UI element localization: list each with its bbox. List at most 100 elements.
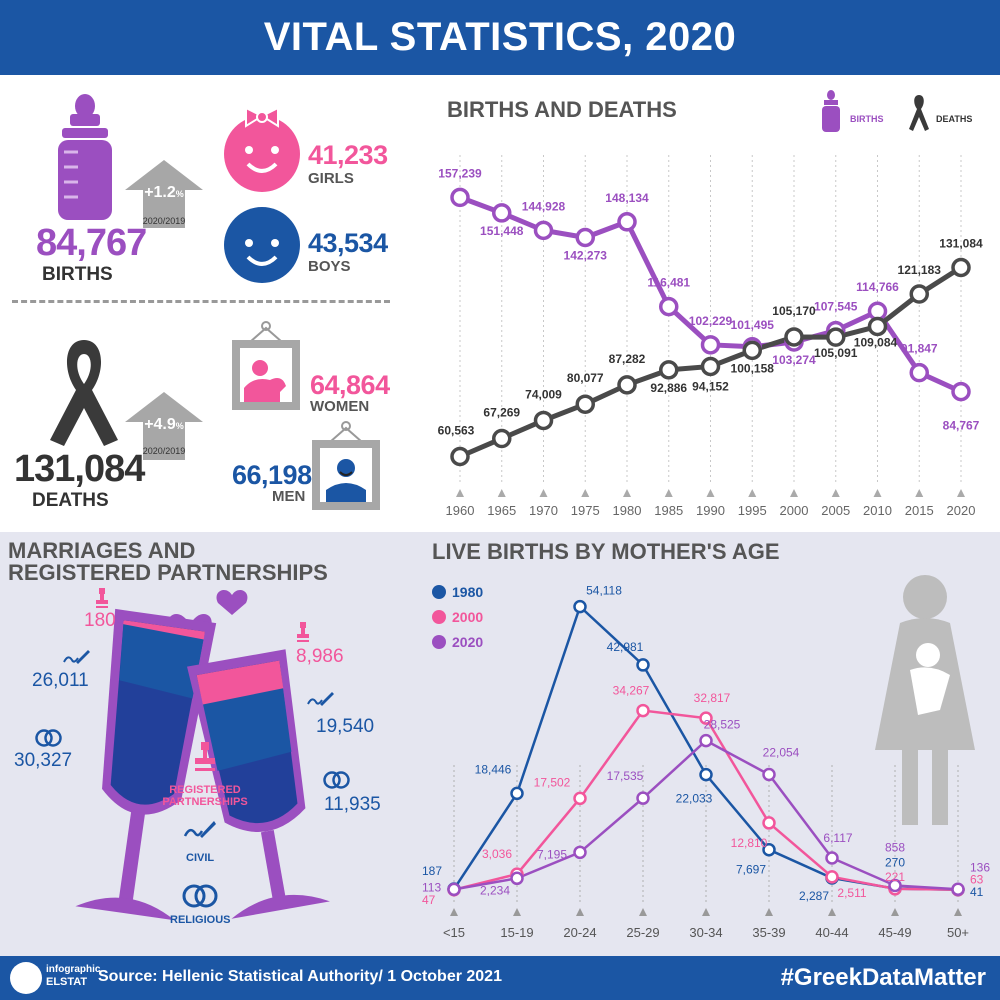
births-label: BIRTHS — [42, 264, 113, 285]
x-tick-label: 1975 — [571, 503, 600, 518]
data-label-1980: 2,287 — [799, 889, 829, 903]
data-label-2020: 113 — [422, 880, 441, 894]
data-label-2000: 2,511 — [837, 886, 866, 900]
births-data-label: 91,847 — [901, 342, 938, 356]
rings-icon-2 — [323, 771, 350, 789]
x-tick-label: 40-44 — [815, 925, 848, 940]
rings-icon — [35, 729, 62, 747]
tick-marker — [513, 908, 521, 916]
data-label-2000: 34,267 — [613, 684, 650, 698]
up-arrow-icon-2 — [125, 392, 203, 460]
girl-face-icon — [224, 108, 300, 192]
legend-bottle-icon — [822, 90, 840, 132]
deaths-change-unit: % — [175, 421, 184, 431]
legend-deaths: DEATHS — [909, 95, 972, 131]
tick-marker — [497, 489, 506, 497]
data-label-2000: 221 — [885, 870, 905, 884]
tick-marker — [450, 908, 458, 916]
data-point-1980 — [636, 658, 650, 672]
data-label-1980: 42,981 — [607, 640, 644, 654]
registered-2020: 8,986 — [296, 646, 344, 667]
births-change-period: 2020/2019 — [142, 216, 186, 226]
deaths-data-label: 109,084 — [854, 335, 898, 349]
legend-label-2000: 2000 — [452, 609, 483, 625]
data-point-2020 — [636, 791, 650, 805]
data-label-2000: 17,502 — [534, 775, 571, 789]
tick-marker — [831, 489, 840, 497]
religious-2010: 30,327 — [14, 750, 73, 771]
data-label-2020: 2,234 — [480, 883, 510, 897]
tick-marker — [576, 908, 584, 916]
data-point-deaths — [533, 410, 554, 431]
chart1-title: BIRTHS AND DEATHS — [447, 97, 677, 122]
data-point-births — [659, 296, 679, 317]
x-tick-label: <15 — [443, 925, 465, 940]
data-label-1980: 22,033 — [676, 792, 713, 806]
x-tick-label: 20-24 — [563, 925, 596, 940]
data-point-deaths — [867, 316, 888, 337]
x-tick-label: 1990 — [696, 503, 725, 518]
deaths-data-label: 60,563 — [438, 423, 475, 437]
baby-bottle-icon — [58, 94, 112, 220]
marriages-title-line1: MARRIAGES AND — [8, 538, 196, 563]
deaths-data-label: 100,158 — [731, 361, 775, 375]
x-tick-label: 1985 — [654, 503, 683, 518]
data-point-deaths — [784, 327, 804, 347]
data-label-1980: 41 — [970, 885, 984, 899]
data-label-1980: 7,697 — [736, 863, 766, 877]
deaths-data-label: 74,009 — [525, 387, 562, 401]
civil-2010: 26,011 — [32, 670, 89, 691]
legend-dot-2000 — [432, 610, 446, 624]
x-tick-label: 30-34 — [689, 925, 722, 940]
data-label-1980: 18,446 — [475, 762, 512, 776]
rings-legend-icon — [182, 884, 218, 908]
births-total: 84,767 — [36, 222, 147, 264]
boys-value: 43,534 — [308, 228, 388, 258]
girls-label: GIRLS — [308, 170, 354, 187]
data-point-2000 — [636, 703, 650, 718]
logo-line2: ELSTAT — [46, 976, 88, 988]
legend-registered: REGISTERED PARTNERSHIPS — [150, 784, 260, 808]
heart-icon-2 — [216, 589, 248, 615]
data-point-1980 — [573, 599, 587, 614]
page-title: VITAL STATISTICS, 2020 — [0, 0, 1000, 75]
data-label-2020: 22,054 — [763, 746, 800, 760]
data-point-deaths — [742, 340, 762, 361]
legend-religious: RELIGIOUS — [170, 914, 231, 926]
pen-icon-2 — [307, 692, 334, 706]
deaths-data-label: 121,183 — [898, 263, 942, 277]
data-label-2020: 858 — [885, 841, 905, 855]
x-tick-label: 35-39 — [752, 925, 785, 940]
deaths-data-label: 92,886 — [650, 381, 687, 395]
tick-marker — [702, 908, 710, 916]
logo-line1: infographic — [46, 964, 101, 975]
legend-births-label: BIRTHS — [850, 114, 884, 124]
deaths-change-period: 2020/2019 — [142, 446, 186, 456]
data-point-births — [450, 187, 470, 208]
data-point-2000 — [825, 870, 839, 884]
data-label-2000: 63 — [970, 873, 984, 887]
births-data-label: 148,134 — [605, 191, 649, 205]
data-point-2020 — [510, 871, 524, 886]
glass-2010 — [75, 608, 217, 921]
woman-portrait-icon — [232, 321, 300, 410]
tick-marker — [456, 489, 464, 497]
x-tick-label: 2020 — [947, 503, 976, 518]
tick-marker — [765, 908, 773, 916]
data-point-2000 — [699, 711, 713, 725]
data-point-2020 — [825, 851, 839, 865]
stamp-icon-2 — [297, 622, 309, 642]
data-point-births — [909, 362, 929, 383]
tick-marker — [915, 489, 924, 497]
data-point-2000 — [762, 816, 776, 830]
data-label-2020: 17,535 — [607, 769, 644, 783]
source-text: Source: Hellenic Statistical Authority/ … — [98, 968, 502, 985]
legend-civil: CIVIL — [186, 852, 215, 864]
data-point-deaths — [492, 428, 512, 449]
footer: infographic ELSTAT Source: Hellenic Stat… — [0, 956, 1000, 1000]
hashtag[interactable]: #GreekDataMatter — [780, 964, 986, 991]
deaths-data-label: 87,282 — [609, 352, 646, 366]
x-tick-label: 2000 — [780, 503, 809, 518]
births-change-unit: % — [175, 189, 184, 199]
x-tick-label: 1960 — [446, 503, 475, 518]
